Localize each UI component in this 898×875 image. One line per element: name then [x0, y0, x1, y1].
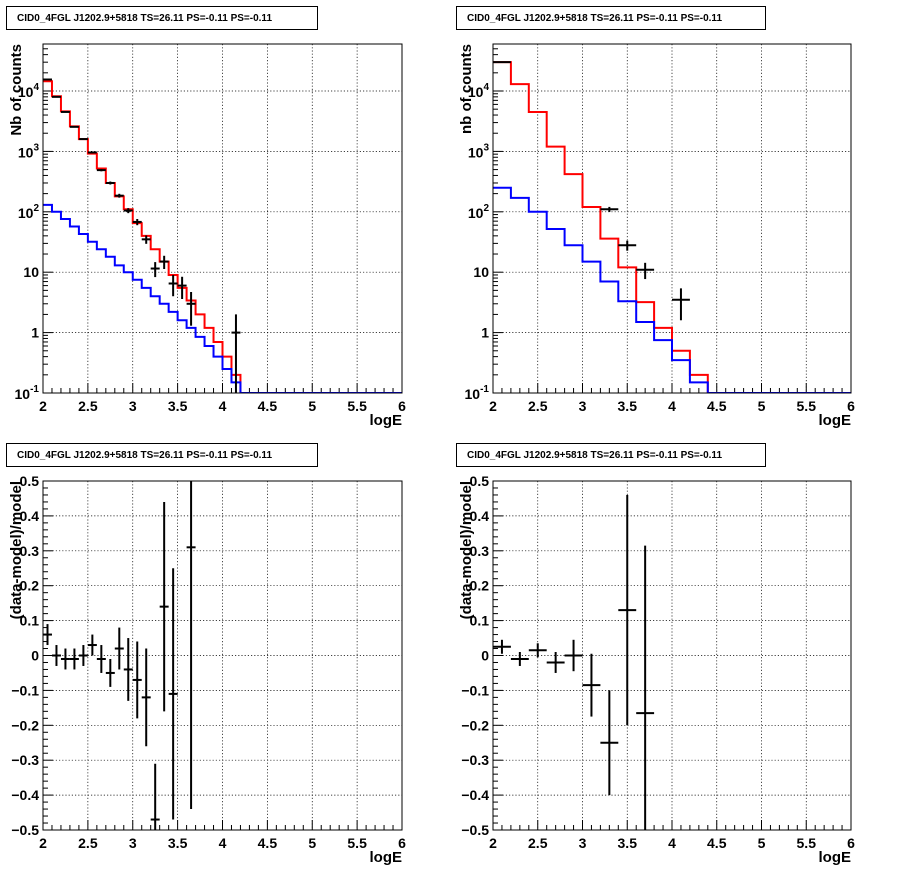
x-tick-label: 6 [847, 398, 855, 414]
x-tick-label: 4 [219, 398, 227, 414]
y-tick-label: −0.1 [11, 682, 39, 698]
x-tick-label: 3 [579, 398, 587, 414]
x-tick-label: 4.5 [258, 398, 278, 414]
y-tick-label: 0.5 [470, 473, 490, 489]
plot-area [493, 61, 851, 393]
x-tick-label: 3 [579, 835, 587, 851]
y-tick-label: −0.2 [461, 717, 489, 733]
x-tick-label: 5 [758, 835, 766, 851]
x-tick-label: 2.5 [528, 835, 548, 851]
y-tick-label: 104 [468, 82, 490, 100]
x-tick-label: 2.5 [78, 398, 98, 414]
panel-2-title: CID0_4FGL J1202.9+5818 TS=26.11 PS=-0.11… [456, 6, 766, 30]
y-tick-label: −0.3 [11, 752, 39, 768]
x-tick-label: 4 [668, 398, 676, 414]
y-tick-label: 0.2 [20, 578, 40, 594]
x-tick-label: 4.5 [258, 835, 278, 851]
x-tick-label: 3.5 [168, 398, 188, 414]
plot-area [43, 78, 402, 393]
y-tick-label: 0.4 [20, 508, 40, 524]
x-tick-label: 5 [758, 398, 766, 414]
x-axis-label: logE [370, 849, 403, 866]
y-tick-label: 0.3 [470, 543, 490, 559]
y-axis-label: Nb of counts [8, 44, 25, 136]
x-tick-label: 4.5 [707, 835, 727, 851]
y-axis-label: (data-model)/model [8, 481, 25, 619]
y-tick-label: 0.2 [470, 578, 490, 594]
x-tick-label: 5 [308, 398, 316, 414]
y-tick-label: 102 [468, 203, 490, 221]
y-axis-label: nb of counts [458, 44, 475, 134]
x-tick-label: 3.5 [618, 835, 638, 851]
y-tick-label: 0.5 [20, 473, 40, 489]
x-tick-label: 2 [489, 835, 497, 851]
x-axis-label: logE [370, 412, 403, 429]
x-tick-label: 2.5 [78, 835, 98, 851]
x-axis-label: logE [819, 412, 852, 429]
x-tick-label: 5.5 [797, 835, 817, 851]
y-tick-label: −0.5 [461, 822, 489, 838]
y-tick-label: 0.1 [20, 613, 40, 629]
x-tick-label: 4 [668, 835, 676, 851]
panel-2: 2 2.5 3 3.5 4 4.5 5 5.5 6 10-1 1 10 102 103 104 logE nb … [458, 43, 855, 429]
x-tick-label: 3 [129, 835, 137, 851]
plot-frame [42, 480, 403, 831]
panel-4-title: CID0_4FGL J1202.9+5818 TS=26.11 PS=-0.11… [456, 443, 766, 467]
panel-3: 2 2.5 3 3.5 4 4.5 5 5.5 6 −0.5 −0.4 −0.3 −0.2 −0.1 0 0.… [8, 473, 406, 866]
y-tick-label: −0.5 [11, 822, 39, 838]
x-tick-label: 3.5 [168, 835, 188, 851]
x-tick-label: 5.5 [347, 835, 367, 851]
y-axis-label: (data-model)/model [458, 481, 475, 619]
x-tick-label: 6 [398, 398, 406, 414]
y-tick-label: 104 [18, 82, 40, 100]
plot-area [43, 481, 196, 830]
model-background-line [43, 203, 402, 393]
panel-1-title: CID0_4FGL J1202.9+5818 TS=26.11 PS=-0.11… [6, 6, 318, 30]
x-tick-label: 2 [39, 835, 47, 851]
y-tick-label: 10-1 [15, 384, 40, 402]
y-tick-label: 10 [473, 264, 489, 280]
x-tick-label: 5.5 [347, 398, 367, 414]
model-background-line [493, 186, 851, 393]
x-axis-label: logE [819, 849, 852, 866]
y-tick-label: 0.3 [20, 543, 40, 559]
plot-area [493, 494, 655, 830]
y-tick-label: −0.1 [461, 682, 489, 698]
y-tick-label: −0.3 [461, 752, 489, 768]
x-tick-label: 5 [308, 835, 316, 851]
x-tick-label: 3.5 [618, 398, 638, 414]
y-tick-label: 0.4 [470, 508, 490, 524]
plot-frame [42, 43, 403, 394]
x-tick-label: 2.5 [528, 398, 548, 414]
y-tick-label: 103 [18, 142, 40, 160]
x-tick-label: 6 [398, 835, 406, 851]
y-tick-label: 1 [31, 325, 39, 341]
y-tick-label: 0 [31, 648, 39, 664]
y-tick-label: 10-1 [465, 384, 490, 402]
x-tick-label: 5.5 [797, 398, 817, 414]
panel-4: 2 2.5 3 3.5 4 4.5 5 5.5 6 −0.5 −0.4 −0.3 −0.2 −0.1 0 0.… [458, 473, 855, 866]
panel-1: 2 2.5 3 3.5 4 4.5 5 5.5 6 10-1 1 10 102 103 104 logE Nb … [8, 43, 406, 429]
y-tick-label: −0.2 [11, 717, 39, 733]
plot-frame [492, 480, 852, 831]
x-tick-label: 4.5 [707, 398, 727, 414]
x-tick-label: 4 [219, 835, 227, 851]
x-tick-label: 2 [39, 398, 47, 414]
y-tick-label: 1 [481, 325, 489, 341]
plot-frame [492, 43, 852, 394]
x-tick-label: 6 [847, 835, 855, 851]
x-tick-label: 3 [129, 398, 137, 414]
model-total-line [43, 80, 402, 393]
y-tick-label: 0.1 [470, 613, 490, 629]
y-tick-label: 10 [23, 264, 39, 280]
x-tick-label: 2 [489, 398, 497, 414]
y-tick-label: 102 [18, 203, 40, 221]
y-tick-label: −0.4 [461, 787, 489, 803]
y-tick-label: 103 [468, 142, 490, 160]
y-tick-label: 0 [481, 648, 489, 664]
y-tick-label: −0.4 [11, 787, 39, 803]
panel-3-title: CID0_4FGL J1202.9+5818 TS=26.11 PS=-0.11… [6, 443, 318, 467]
